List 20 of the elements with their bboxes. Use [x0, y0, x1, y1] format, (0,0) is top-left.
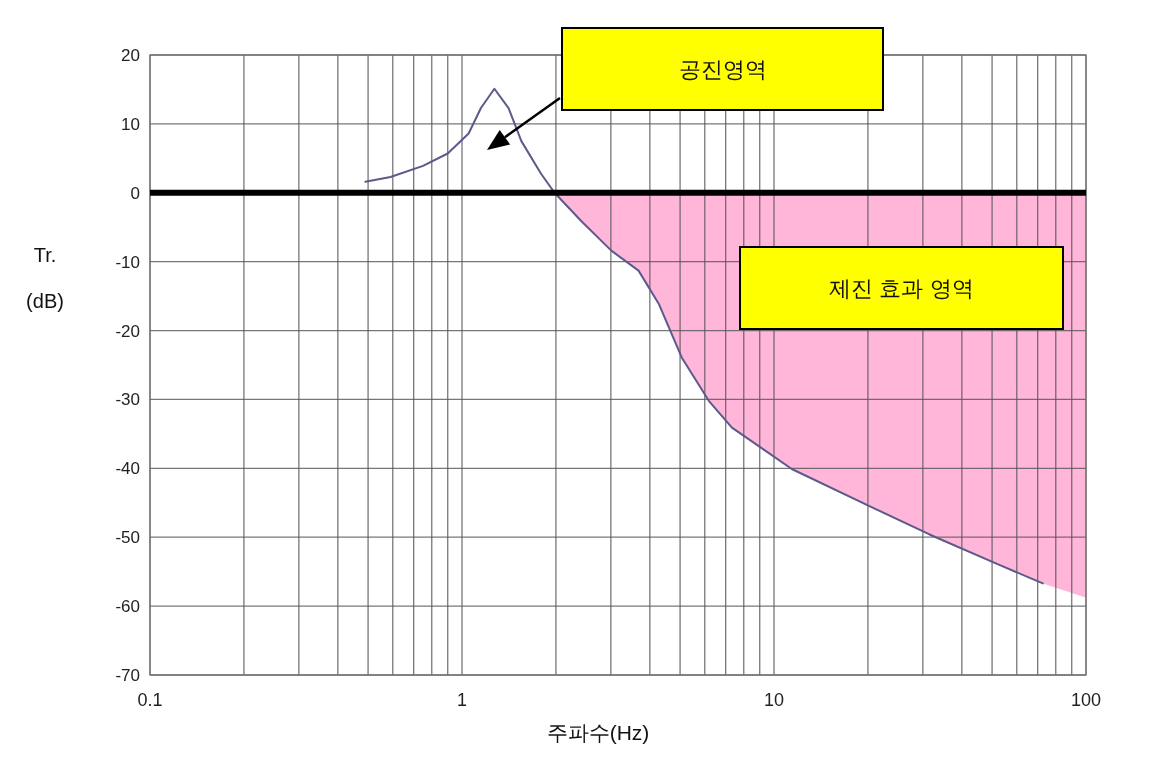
- x-tick-label: 1: [456, 690, 468, 710]
- y-tick-label: -30: [115, 390, 140, 410]
- annotation: 제진 효과 영역: [829, 276, 974, 301]
- y-tick-label: -40: [115, 459, 140, 479]
- x-tick-label: 100: [1070, 690, 1102, 710]
- y-tick-label: -70: [115, 666, 140, 685]
- y-tick-label: -10: [115, 252, 140, 272]
- text: Tr. (dB): [26, 244, 64, 312]
- y-tick-label: -20: [115, 321, 140, 341]
- y-tick-label: 10: [121, 114, 140, 134]
- y-tick-label: 20: [121, 46, 140, 65]
- y-tick-label: -60: [115, 597, 140, 617]
- x-tick-label: 0.1: [137, 690, 163, 710]
- annotation: 제진 효과 영역: [739, 246, 1064, 330]
- annotation: 공진영역: [678, 57, 767, 82]
- x-axis-title: 주파수(Hz): [546, 721, 650, 744]
- x-tick-label: 10: [763, 690, 785, 710]
- annotation: 공진영역: [561, 27, 884, 111]
- y-tick-label: -50: [115, 528, 140, 548]
- y-tick-label: 0: [130, 183, 140, 203]
